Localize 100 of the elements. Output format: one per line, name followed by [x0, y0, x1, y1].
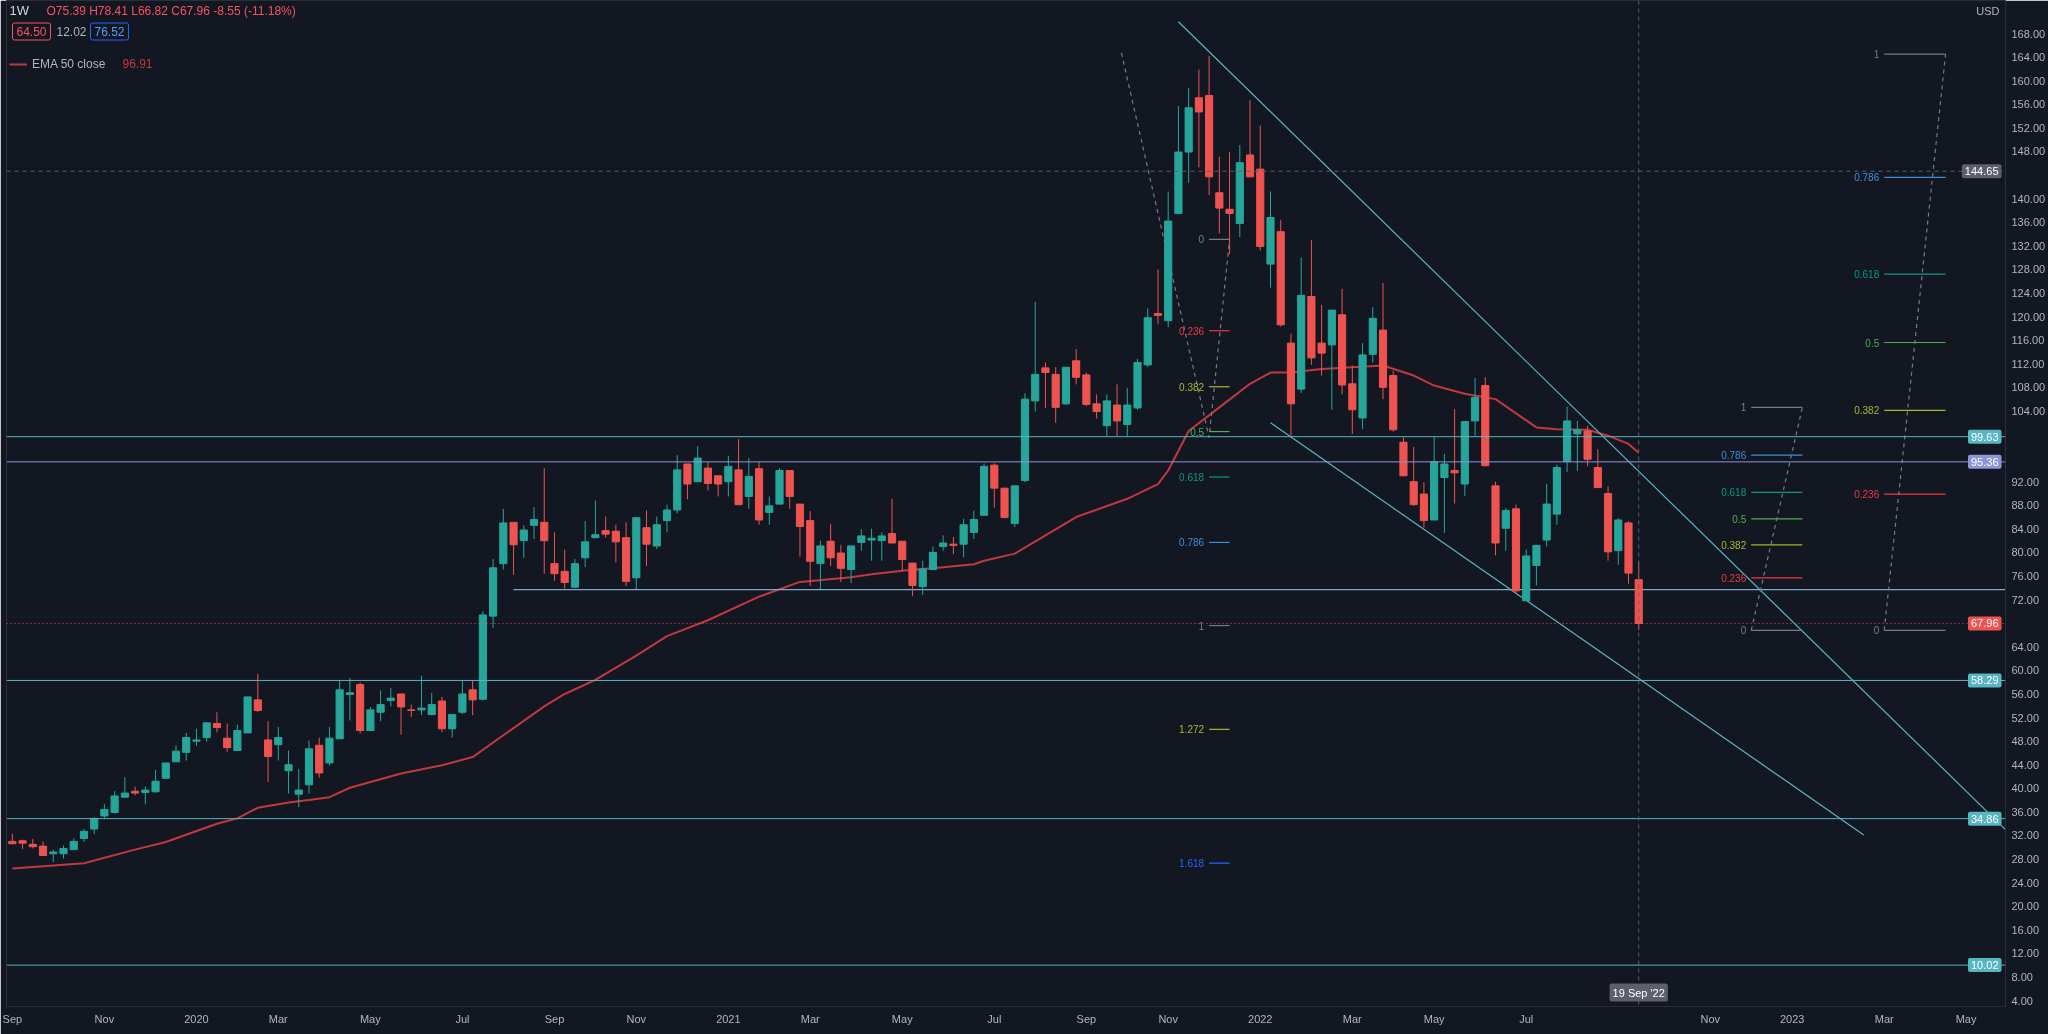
annotation: O75.39 H78.41 L66.82 C67.96 -8.55 (-11.18%) [46, 3, 296, 18]
y-tick-label: 12.00 [2011, 947, 2040, 960]
candlestick [1215, 156, 1224, 234]
x-tick-label: Mar [1874, 1012, 1895, 1025]
annotation: 1 [1873, 49, 1880, 61]
y-tick-label: 160.00 [2011, 74, 2046, 87]
annotation: 0.786 [1854, 172, 1880, 184]
x-tick-label: May [1423, 1012, 1446, 1025]
y-tick-label: 128.00 [2011, 263, 2046, 276]
x-tick-label: Nov [1158, 1012, 1179, 1025]
y-tick-label: 72.00 [2011, 593, 2040, 606]
annotation: 1 [1198, 620, 1205, 632]
candlestick [253, 673, 262, 713]
x-tick-label: Mar [1342, 1012, 1363, 1025]
y-tick-label: 92.00 [2011, 475, 2040, 488]
candlestick [826, 523, 835, 567]
candlestick [570, 558, 580, 589]
y-tick-label: 168.00 [2011, 27, 2046, 40]
annotation: 0.618 [1179, 471, 1205, 483]
candlestick [744, 457, 753, 510]
y-tick-label: 88.00 [2011, 499, 2040, 512]
x-tick-label: May [359, 1012, 382, 1025]
candlestick [1041, 362, 1050, 409]
candlestick [1409, 446, 1418, 507]
candlestick [529, 506, 539, 540]
y-tick-label: 8.00 [2011, 971, 2033, 984]
chart-title: 1W [9, 3, 30, 18]
y-axis-title: USD [1976, 4, 2000, 17]
annotation: 0.5 [1190, 426, 1205, 438]
x-tick-label: 2021 [716, 1012, 741, 1025]
candlestick [519, 524, 528, 559]
candlestick [703, 461, 712, 492]
candlestick [795, 503, 805, 558]
candlestick [652, 515, 661, 550]
y-tick-label: 124.00 [2011, 286, 2046, 299]
candlestick [1153, 268, 1163, 325]
y-tick-label: 32.00 [2011, 829, 2040, 842]
candlestick [345, 677, 354, 721]
y-tick-label: 140.00 [2011, 192, 2046, 205]
candlestick [642, 510, 651, 567]
y-tick-label: 52.00 [2011, 711, 2040, 724]
annotation: 1 [1740, 402, 1747, 414]
y-tick-label: 136.00 [2011, 216, 2046, 229]
x-tick-label: 2020 [184, 1012, 209, 1025]
annotation: 1.618 [1179, 858, 1205, 870]
y-tick-label: 156.00 [2011, 98, 2046, 111]
annotation: 0.236 [1721, 572, 1747, 584]
candlestick [1440, 453, 1449, 534]
y-tick-label: 44.00 [2011, 758, 2040, 771]
annotation: 64.50 [16, 25, 47, 39]
y-tick-label: 28.00 [2011, 853, 2040, 866]
annotation: 0.236 [1179, 325, 1205, 337]
x-tick-label: Nov [626, 1012, 647, 1025]
candlestick [396, 693, 406, 736]
ref-line-label: 67.96 [1970, 617, 1999, 630]
y-tick-label: 36.00 [2011, 805, 2040, 818]
candlestick [212, 711, 221, 733]
x-tick-label: Mar [800, 1012, 820, 1025]
annotation: 0.382 [1179, 381, 1205, 393]
x-tick-label: Jul [987, 1012, 1002, 1025]
x-tick-label: 2022 [1248, 1012, 1273, 1025]
annotation: 0 [1198, 234, 1205, 246]
x-tick-label: 2023 [1779, 1012, 1805, 1025]
candlestick [969, 510, 978, 540]
candlestick [263, 720, 273, 783]
y-tick-label: 112.00 [2011, 357, 2045, 370]
annotation: 0.5 [1865, 337, 1880, 349]
candlestick [1450, 408, 1459, 504]
candlestick [836, 544, 845, 583]
candlestick [611, 524, 620, 563]
y-tick-label: 116.00 [2011, 334, 2045, 347]
candlestick [816, 540, 825, 590]
y-tick-label: 104.00 [2011, 404, 2046, 417]
annotation: 0.5 [1732, 513, 1747, 525]
x-tick-label: Nov [1700, 1012, 1721, 1025]
ref-line-label: 144.65 [1964, 165, 1999, 178]
y-tick-label: 132.00 [2011, 239, 2046, 252]
candlestick [540, 467, 549, 575]
candlestick [284, 750, 293, 795]
x-tick-label: Nov [94, 1012, 115, 1025]
candlestick [182, 732, 191, 762]
annotation: 76.52 [94, 25, 125, 39]
candlestick [294, 768, 303, 808]
legend-label: EMA 50 close [32, 57, 106, 71]
annotation: 0.382 [1721, 539, 1747, 551]
y-tick-label: 164.00 [2011, 51, 2046, 64]
ref-line-label: 99.63 [1970, 430, 1999, 443]
candlestick [918, 560, 927, 596]
x-tick-label: May [891, 1012, 914, 1025]
candlestick [468, 679, 477, 716]
x-tick-label: Sep [2, 1012, 23, 1025]
y-tick-label: 24.00 [2011, 876, 2040, 889]
annotation: 0 [1740, 625, 1747, 637]
candlestick [898, 540, 907, 572]
y-tick-label: 48.00 [2011, 735, 2040, 748]
y-tick-label: 108.00 [2011, 381, 2046, 394]
annotation: 0 [1873, 625, 1880, 637]
candlestick [1470, 377, 1480, 437]
y-tick-label: 64.00 [2011, 640, 2040, 653]
x-tick-label: Jul [1519, 1012, 1534, 1025]
